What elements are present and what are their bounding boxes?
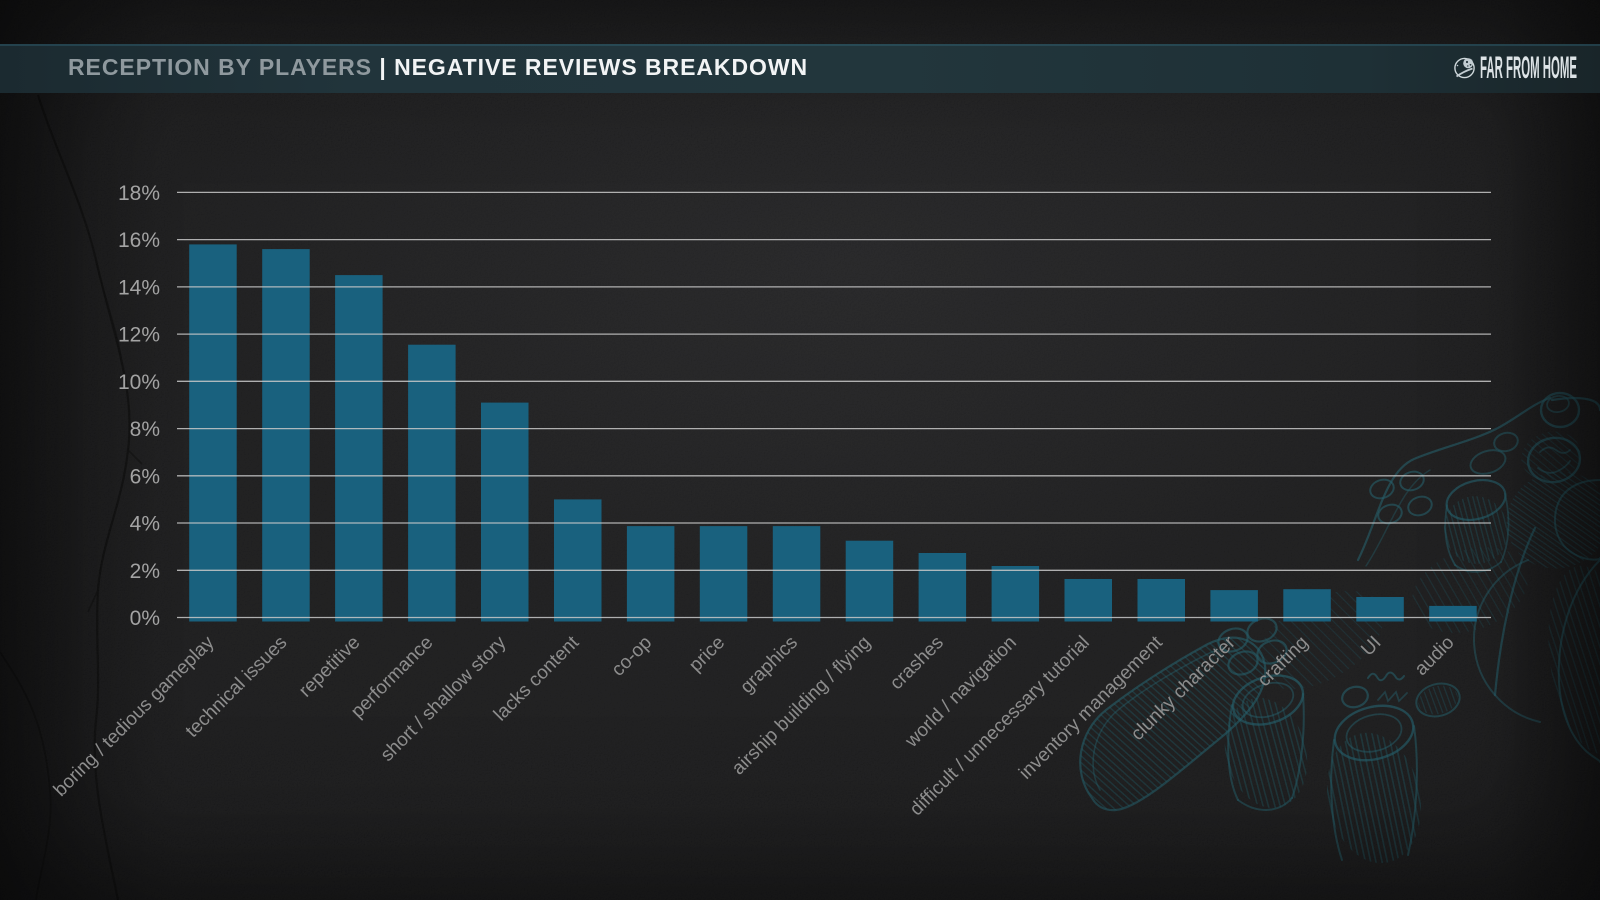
svg-text:12%: 12% (118, 324, 160, 347)
svg-text:price: price (685, 632, 729, 676)
svg-text:co-op: co-op (608, 632, 656, 680)
svg-text:airship building / flying: airship building / flying (728, 632, 875, 779)
svg-text:8%: 8% (130, 418, 160, 441)
svg-text:14%: 14% (118, 276, 160, 299)
svg-text:2%: 2% (130, 560, 160, 583)
svg-text:6%: 6% (130, 465, 160, 488)
svg-text:16%: 16% (118, 229, 160, 252)
svg-text:0%: 0% (130, 607, 160, 630)
svg-text:audio: audio (1411, 632, 1459, 680)
svg-text:short / shallow story: short / shallow story (377, 632, 511, 766)
svg-text:crafting: crafting (1254, 632, 1313, 691)
svg-text:4%: 4% (130, 513, 160, 536)
svg-text:18%: 18% (118, 182, 160, 205)
svg-text:UI: UI (1357, 632, 1385, 660)
svg-text:graphics: graphics (736, 632, 802, 698)
svg-text:crashes: crashes (886, 632, 948, 694)
svg-text:repetitive: repetitive (295, 632, 364, 701)
svg-text:FAR FROM HOME: FAR FROM HOME (1480, 49, 1577, 85)
svg-text:inventory management: inventory management (1015, 632, 1167, 784)
svg-text:10%: 10% (118, 371, 160, 394)
